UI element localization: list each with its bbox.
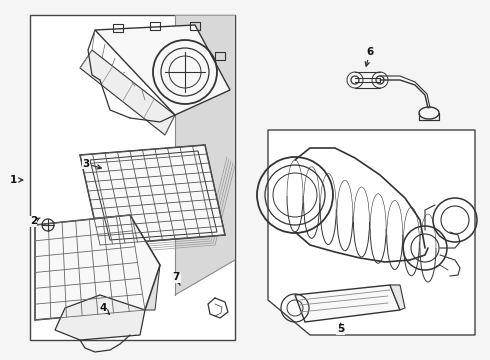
Text: 3: 3 bbox=[82, 159, 101, 169]
Polygon shape bbox=[30, 15, 235, 340]
Text: 4: 4 bbox=[99, 303, 109, 314]
Text: 1: 1 bbox=[10, 175, 23, 185]
Polygon shape bbox=[35, 215, 160, 320]
Text: 7: 7 bbox=[172, 272, 180, 285]
Polygon shape bbox=[390, 285, 405, 310]
Text: 5: 5 bbox=[337, 323, 344, 334]
Text: 2: 2 bbox=[30, 216, 40, 226]
Polygon shape bbox=[295, 285, 400, 322]
Text: 6: 6 bbox=[365, 47, 373, 66]
Polygon shape bbox=[80, 50, 175, 135]
Polygon shape bbox=[95, 25, 230, 115]
Polygon shape bbox=[80, 145, 225, 245]
Polygon shape bbox=[175, 15, 235, 295]
Polygon shape bbox=[268, 130, 475, 335]
Polygon shape bbox=[55, 295, 145, 340]
Polygon shape bbox=[130, 215, 160, 310]
